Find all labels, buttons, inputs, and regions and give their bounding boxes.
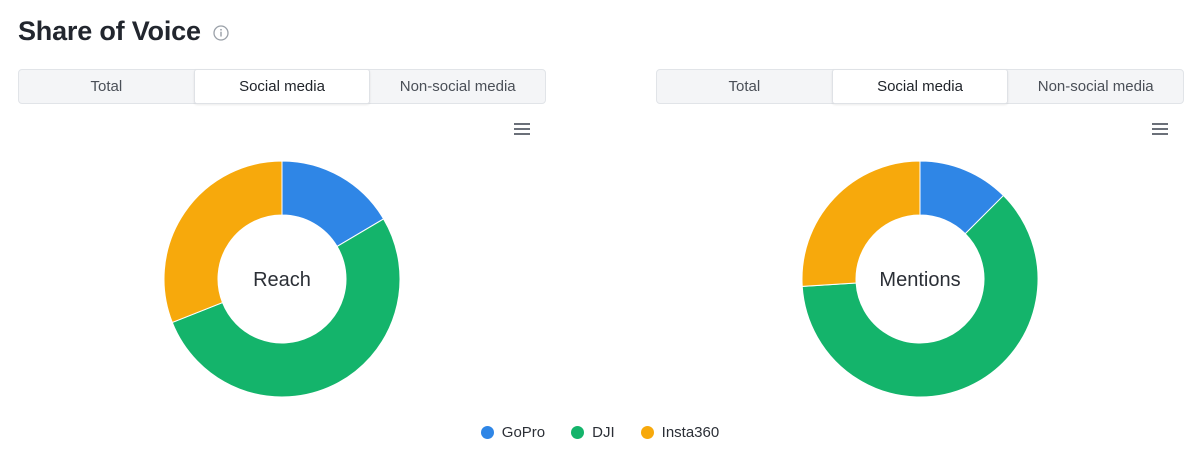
tab-social-media[interactable]: Social media bbox=[831, 69, 1009, 104]
reach-panel: Total Social media Non-social media Reac… bbox=[18, 69, 546, 449]
reach-center-label: Reach bbox=[253, 269, 311, 291]
legend-dot bbox=[480, 426, 494, 439]
legend-dot bbox=[640, 426, 654, 439]
legend-item-insta360[interactable]: Insta360 bbox=[640, 424, 720, 441]
mentions-donut-chart: Mentions bbox=[801, 160, 1039, 398]
slice-insta360[interactable] bbox=[163, 160, 283, 324]
mentions-center-label: Mentions bbox=[879, 269, 960, 291]
legend-item-gopro[interactable]: GoPro bbox=[480, 424, 546, 441]
info-circle-icon[interactable] bbox=[213, 25, 229, 41]
legend-item-dji[interactable]: DJI bbox=[571, 424, 615, 441]
chart-legend: GoPro DJI Insta360 bbox=[0, 424, 1200, 441]
slice-dji[interactable] bbox=[171, 218, 401, 398]
tab-non-social-media[interactable]: Non-social media bbox=[1037, 78, 1154, 95]
mentions-tab-bar: Total Social media Non-social media bbox=[656, 69, 1184, 104]
reach-donut-chart: Reach bbox=[163, 160, 401, 398]
legend-label: GoPro bbox=[501, 424, 546, 441]
reach-tab-bar: Total Social media Non-social media bbox=[18, 69, 546, 104]
hamburger-menu-icon[interactable] bbox=[513, 121, 531, 137]
tab-non-social-media[interactable]: Non-social media bbox=[399, 78, 516, 95]
slice-insta360[interactable] bbox=[801, 160, 921, 287]
hamburger-menu-icon[interactable] bbox=[1151, 121, 1169, 137]
tab-total[interactable]: Total bbox=[728, 78, 761, 95]
legend-dot bbox=[571, 426, 585, 439]
tab-total[interactable]: Total bbox=[90, 78, 123, 95]
legend-label: Insta360 bbox=[661, 424, 720, 441]
page-title: Share of Voice bbox=[18, 16, 201, 46]
tab-social-media[interactable]: Social media bbox=[193, 69, 371, 104]
page-header: Share of Voice bbox=[18, 16, 229, 47]
mentions-panel: Total Social media Non-social media Ment… bbox=[656, 69, 1184, 449]
legend-label: DJI bbox=[592, 424, 615, 441]
slice-dji[interactable] bbox=[801, 194, 1039, 398]
